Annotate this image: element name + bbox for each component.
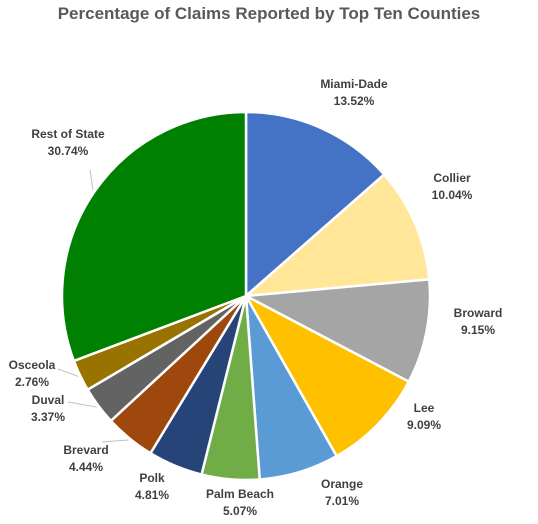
slice-label-value: 9.15% [461,323,495,337]
slice-label-value: 30.74% [48,144,89,158]
slice-label-name: Orange [321,477,363,491]
slice-label-name: Broward [454,306,503,320]
pie-slice-broward [244,278,432,383]
slice-label-name: Rest of State [31,127,105,141]
slice-label-name: Polk [139,471,165,485]
pie-slice-lee [244,294,411,458]
leader-line [101,439,129,443]
leader-line [67,401,97,408]
leader-line [57,368,79,377]
slice-label-value: 4.81% [135,488,169,502]
chart-title: Percentage of Claims Reported by Top Ten… [57,4,481,23]
slice-label-name: Miami-Dade [320,77,388,91]
slice-label-value: 13.52% [334,94,375,108]
slice-label-value: 2.76% [15,375,49,389]
slice-label-value: 7.01% [325,494,359,508]
pie-slice-miami-dade [244,110,386,298]
pie-slice-collier [244,173,431,298]
slice-label-value: 5.07% [223,504,257,518]
slice-label-name: Brevard [63,443,108,457]
slice-label-name: Lee [414,401,435,415]
leader-line [89,169,94,191]
pie-slices [60,110,432,482]
leader-lines [57,169,129,443]
slice-label-value: 10.04% [432,188,473,202]
slice-label-value: 4.44% [69,460,103,474]
slice-label-name: Palm Beach [206,487,274,501]
slice-label-value: 3.37% [31,410,65,424]
slice-labels: Miami-Dade 13.52% Collier 10.04% Broward 9.15… [9,77,503,518]
slice-label-name: Osceola [9,358,56,372]
pie-slice-rest-of-state [60,110,248,363]
slice-label-name: Collier [433,171,471,185]
slice-label-name: Duval [32,393,65,407]
slice-label-value: 9.09% [407,418,441,432]
